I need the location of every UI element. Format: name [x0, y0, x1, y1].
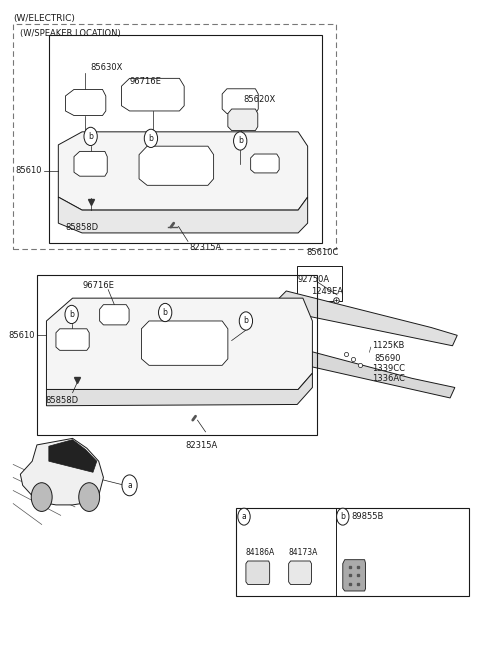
Text: 85610C: 85610C [307, 248, 339, 257]
Bar [37, 275, 317, 435]
Text: 1249EA: 1249EA [312, 287, 344, 296]
Text: 85610: 85610 [15, 166, 42, 176]
Circle shape [31, 483, 52, 512]
Text: 1339CC: 1339CC [372, 364, 405, 373]
Text: 85630X: 85630X [90, 63, 122, 72]
Text: (W/SPEAKER LOCATION): (W/SPEAKER LOCATION) [20, 29, 121, 38]
Bar [297, 265, 342, 301]
Polygon shape [74, 151, 107, 176]
Circle shape [65, 305, 78, 324]
Text: 82315A: 82315A [190, 244, 222, 252]
Bar [237, 508, 469, 596]
Text: b: b [238, 136, 243, 145]
Polygon shape [288, 561, 312, 584]
Text: b: b [148, 134, 154, 143]
Polygon shape [59, 197, 308, 233]
Polygon shape [65, 90, 106, 115]
Circle shape [144, 129, 157, 147]
Polygon shape [142, 321, 228, 365]
Text: 85858D: 85858D [46, 396, 79, 405]
Text: 92750A: 92750A [297, 275, 329, 284]
Polygon shape [47, 298, 312, 390]
Bar [13, 24, 336, 250]
Polygon shape [49, 440, 97, 472]
Text: 84186A: 84186A [246, 548, 275, 557]
Text: 85690: 85690 [374, 354, 401, 364]
Text: 84173A: 84173A [288, 548, 318, 557]
Text: (W/ELECTRIC): (W/ELECTRIC) [13, 14, 75, 24]
Text: 89855B: 89855B [351, 512, 384, 521]
Text: 96716E: 96716E [130, 77, 161, 86]
Polygon shape [222, 89, 258, 113]
Polygon shape [59, 132, 308, 210]
Polygon shape [20, 438, 103, 505]
Circle shape [234, 132, 247, 150]
Circle shape [239, 312, 252, 330]
Text: 85620X: 85620X [243, 95, 276, 103]
Polygon shape [47, 373, 312, 405]
Text: 85610: 85610 [8, 331, 35, 340]
Text: a: a [241, 512, 246, 521]
Circle shape [84, 127, 97, 145]
Circle shape [238, 508, 250, 525]
Polygon shape [343, 559, 366, 591]
Text: 96716E: 96716E [82, 281, 114, 290]
Text: b: b [88, 132, 93, 141]
Polygon shape [253, 339, 455, 398]
Text: b: b [340, 512, 345, 521]
Text: 82315A: 82315A [185, 441, 217, 450]
Text: b: b [243, 316, 248, 326]
Circle shape [336, 508, 349, 525]
Text: b: b [163, 308, 168, 317]
Text: a: a [127, 481, 132, 490]
Circle shape [158, 303, 172, 322]
Text: 85858D: 85858D [65, 223, 98, 232]
Polygon shape [251, 154, 279, 173]
Polygon shape [100, 305, 129, 325]
Circle shape [122, 475, 137, 496]
Text: 1336AC: 1336AC [372, 374, 405, 383]
Circle shape [79, 483, 100, 512]
Text: b: b [69, 310, 74, 319]
Text: 1125KB: 1125KB [372, 341, 404, 350]
Polygon shape [246, 561, 270, 584]
Polygon shape [228, 109, 258, 130]
Polygon shape [139, 146, 214, 185]
Polygon shape [121, 79, 184, 111]
Bar [49, 35, 322, 243]
Polygon shape [56, 329, 89, 350]
Polygon shape [279, 291, 457, 346]
